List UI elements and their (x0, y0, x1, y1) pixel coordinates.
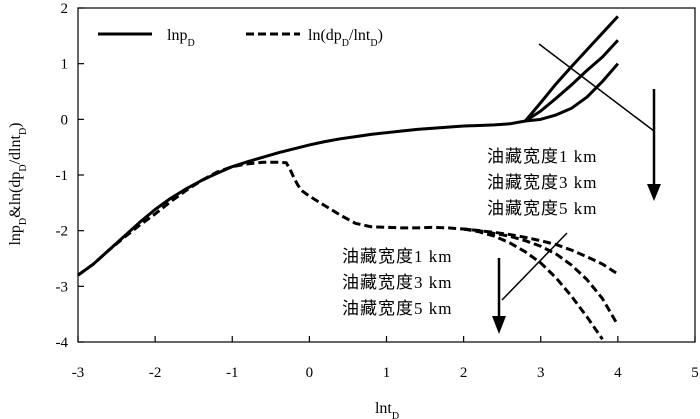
series-layer (77, 15, 620, 341)
annotation-lower-arrow-head (492, 316, 506, 334)
y-axis-label: lnpD&ln(dpD/dlntD) (7, 122, 29, 245)
annotation-lower-label-3: 油藏宽度5 km (342, 299, 452, 318)
x-tick-label: -3 (72, 365, 85, 381)
x-axis-label: lntD (375, 400, 399, 419)
annotation-upper-label-1: 油藏宽度1 km (487, 147, 597, 166)
legend: lnpD ln(dpD/lntD) (98, 27, 383, 49)
annotation-upper-pointer (538, 43, 655, 132)
x-tick-label: -2 (149, 365, 162, 381)
series-line-derivative-5 (463, 227, 620, 327)
y-tick-label: -2 (56, 224, 69, 240)
x-tick-label: 4 (614, 365, 622, 381)
y-tick-label: 0 (61, 112, 69, 128)
x-tick-label: 2 (460, 365, 468, 381)
series-line-derivative-4 (77, 160, 619, 277)
x-tick-label: 3 (537, 365, 545, 381)
annotation-upper-label-3: 油藏宽度5 km (487, 199, 597, 218)
series-line-pressure-3 (525, 62, 620, 123)
legend-label-pressure: lnpD (167, 27, 195, 49)
x-tick-label: -1 (226, 365, 239, 381)
annotation-upper-arrow-head (647, 184, 661, 201)
annotation-lower-pointer (501, 232, 568, 301)
y-tick-label: -1 (56, 168, 69, 184)
y-tick-label: 1 (61, 57, 69, 73)
series-line-derivative-6 (463, 227, 604, 341)
annotation-lower-label-1: 油藏宽度1 km (342, 247, 452, 266)
x-tick-label: 5 (691, 365, 699, 381)
series-line-pressure-2 (524, 39, 619, 123)
annotation-lower-label-2: 油藏宽度3 km (342, 273, 452, 292)
legend-label-derivative: ln(dpD/lntD) (308, 27, 383, 49)
y-tick-label: -4 (56, 335, 69, 351)
x-tick-label: 1 (383, 365, 391, 381)
y-tick-label: 2 (61, 1, 69, 17)
y-tick-label: -3 (56, 279, 69, 295)
annotations: 油藏宽度1 km 油藏宽度3 km 油藏宽度5 km 油藏宽度1 km 油藏宽度3 km… (342, 43, 661, 334)
annotation-upper-label-2: 油藏宽度3 km (487, 173, 597, 192)
x-tick-label: 0 (306, 365, 314, 381)
